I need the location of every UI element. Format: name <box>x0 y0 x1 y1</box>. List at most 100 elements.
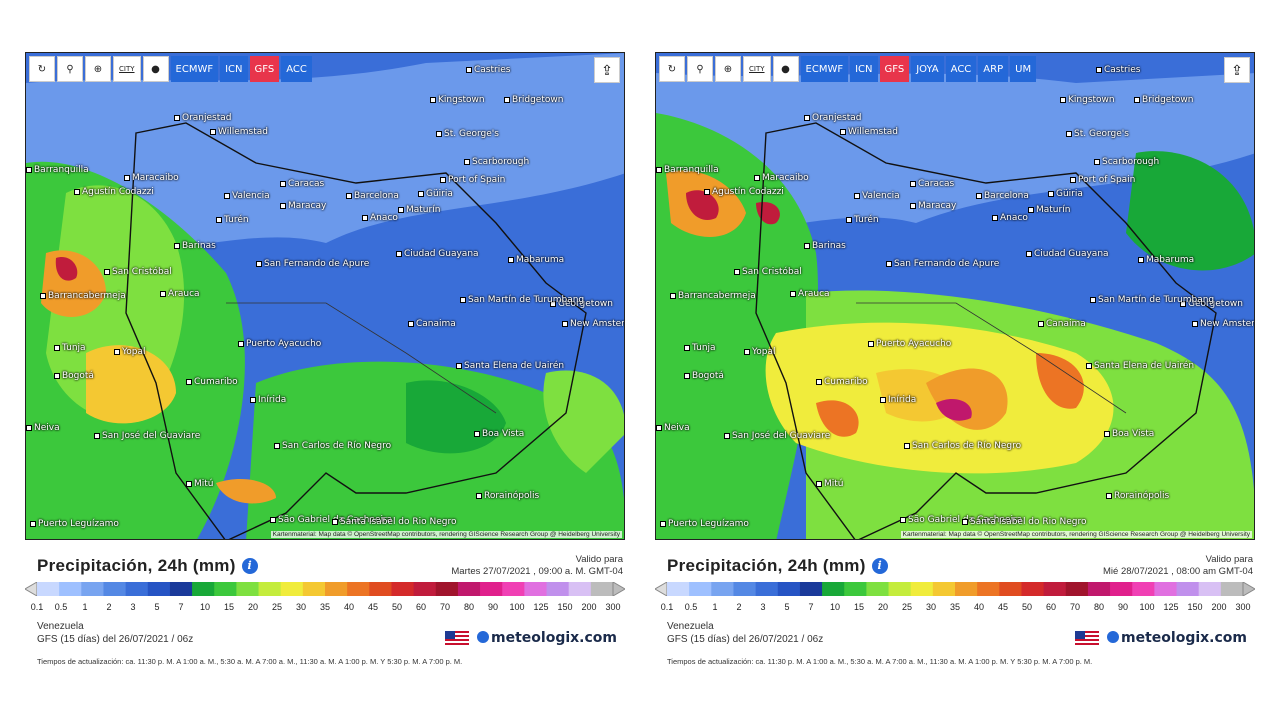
model-button-icn[interactable]: ICN <box>220 56 248 82</box>
legend-label: 1 <box>82 602 88 612</box>
model-button-arp[interactable]: ARP <box>978 56 1009 82</box>
legend-label: 5 <box>784 602 790 612</box>
legend-label: 90 <box>487 602 499 612</box>
legend-swatch <box>369 582 392 596</box>
model-button-gfs[interactable]: GFS <box>249 56 280 82</box>
city-label: Rorainópolis <box>476 491 539 501</box>
legend-swatch <box>822 582 845 596</box>
model-button-joya[interactable]: JOYA <box>911 56 944 82</box>
precipitation-legend <box>25 582 625 596</box>
model-button-um[interactable]: UM <box>1010 56 1037 82</box>
legend-label: 100 <box>509 602 525 612</box>
info-icon[interactable]: i <box>871 558 888 574</box>
legend-arrow-right <box>612 582 625 596</box>
chart-title: Precipitación, 24h (mm) i <box>37 556 258 576</box>
city-label: Caracas <box>280 179 324 189</box>
city-label: Anaco <box>362 213 398 223</box>
city-label: Valencia <box>224 191 270 201</box>
location-pin-icon[interactable]: ⚲ <box>57 56 83 82</box>
model-button-ecmwf[interactable]: ECMWF <box>800 56 849 82</box>
precipitation-map[interactable]: ↻ ⚲ ⊕ CITY ● ECMWF ICN GFS ACC ⇪ Castries Kingsto… <box>25 52 625 540</box>
city-label: Agustín Codazzi <box>74 187 154 197</box>
legend-label: 0.1 <box>30 602 44 612</box>
legend-label: 25 <box>271 602 283 612</box>
city-label: Mabaruma <box>508 255 564 265</box>
share-icon[interactable]: ⇪ <box>1224 57 1250 83</box>
city-label: San Fernando de Apure <box>886 259 999 269</box>
legend-label: 125 <box>533 602 549 612</box>
city-label: Port of Spain <box>440 175 505 185</box>
location-pin-icon[interactable]: ⚲ <box>687 56 713 82</box>
city-label: Neiva <box>26 423 60 433</box>
city-icon-label: CITY <box>749 65 765 73</box>
legend-swatch <box>1110 582 1133 596</box>
legend-swatch <box>777 582 801 596</box>
brand-logo[interactable]: meteologix.com <box>445 630 617 646</box>
city-label: Castries <box>466 65 510 75</box>
legend-swatch <box>457 582 481 596</box>
legend-swatch <box>302 582 326 596</box>
refresh-icon[interactable]: ↻ <box>29 56 55 82</box>
city-label: Neiva <box>656 423 690 433</box>
city-icon[interactable]: CITY <box>113 56 141 82</box>
precipitation-map[interactable]: ↻ ⚲ ⊕ CITY ● ECMWF ICN GFS JOYA ACC ARP UM ⇪ Castri… <box>655 52 1255 540</box>
legend-swatch <box>192 582 215 596</box>
legend-swatch <box>546 582 570 596</box>
legend-label: 150 <box>557 602 573 612</box>
map-panel-left: ↻ ⚲ ⊕ CITY ● ECMWF ICN GFS ACC ⇪ Castries Kingsto… <box>25 52 625 682</box>
zoom-icon[interactable]: ⊕ <box>85 56 111 82</box>
legend-label: 45 <box>367 602 379 612</box>
share-icon[interactable]: ⇪ <box>594 57 620 83</box>
legend-label: 3 <box>760 602 766 612</box>
model-button-gfs[interactable]: GFS <box>879 56 910 82</box>
city-label: Maturín <box>1028 205 1070 215</box>
legend-swatch <box>1065 582 1089 596</box>
city-label: Bogotá <box>54 371 94 381</box>
city-label: Scarborough <box>464 157 529 167</box>
city-icon[interactable]: CITY <box>743 56 771 82</box>
dot-marker-icon[interactable]: ● <box>772 56 799 82</box>
us-flag-icon[interactable] <box>1075 631 1100 645</box>
legend-swatch <box>125 582 149 596</box>
city-label: Santa Elena de Uairén <box>456 361 564 371</box>
city-label: Cumaribo <box>186 377 238 387</box>
model-button-ecmwf[interactable]: ECMWF <box>170 56 219 82</box>
legend-label: 50 <box>391 602 403 612</box>
legend-label: 1 <box>712 602 718 612</box>
model-button-icn[interactable]: ICN <box>850 56 878 82</box>
city-label: Yopal <box>114 347 146 357</box>
city-label: Santa Isabel do Rio Negro <box>962 517 1087 527</box>
legend-arrow-left <box>25 582 38 596</box>
valid-for: Valido para Martes 27/07/2021 , 09:00 a. … <box>451 554 623 577</box>
legend-swatch <box>1087 582 1111 596</box>
legend-label: 15 <box>853 602 865 612</box>
info-icon[interactable]: i <box>241 558 258 574</box>
dot-marker-icon[interactable]: ● <box>142 56 169 82</box>
city-label: San Fernando de Apure <box>256 259 369 269</box>
precipitation-legend <box>655 582 1255 596</box>
legend-swatch <box>1154 582 1178 596</box>
us-flag-icon[interactable] <box>445 631 470 645</box>
refresh-icon[interactable]: ↻ <box>659 56 685 82</box>
city-label: Arauca <box>160 289 200 299</box>
city-label: Tunja <box>684 343 716 353</box>
city-label: San Carlos de Río Negro <box>904 441 1021 451</box>
legend-label: 35 <box>949 602 961 612</box>
legend-swatch <box>590 582 614 596</box>
city-label: St. George's <box>1066 129 1129 139</box>
city-label: Scarborough <box>1094 157 1159 167</box>
city-label: Rorainópolis <box>1106 491 1169 501</box>
legend-label: 3 <box>130 602 136 612</box>
globe-icon <box>1107 631 1120 643</box>
model-button-acc[interactable]: ACC <box>281 56 312 82</box>
legend-swatch <box>524 582 548 596</box>
city-label: Willemstad <box>210 127 268 137</box>
brand-logo[interactable]: meteologix.com <box>1075 630 1247 646</box>
city-label: Yopal <box>744 347 776 357</box>
model-button-acc[interactable]: ACC <box>945 56 977 82</box>
city-label: San José del Guaviare <box>724 431 830 441</box>
city-label: San Cristóbal <box>104 267 172 277</box>
globe-icon <box>477 631 490 643</box>
city-label: Maracaibo <box>124 173 179 183</box>
zoom-icon[interactable]: ⊕ <box>715 56 741 82</box>
